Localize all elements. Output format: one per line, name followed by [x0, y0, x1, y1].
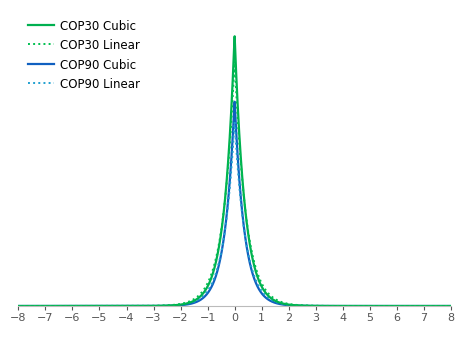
COP90 Linear [447, 304, 453, 308]
COP90 Linear [221, 236, 226, 240]
COP30 Linear [197, 292, 202, 296]
COP90 Cubic [329, 304, 335, 308]
COP90 Linear [413, 304, 418, 308]
COP30 Cubic [197, 294, 202, 299]
COP30 Linear [447, 304, 453, 308]
COP30 Cubic [413, 304, 418, 308]
Line: COP30 Cubic: COP30 Cubic [18, 36, 450, 306]
Line: COP30 Linear: COP30 Linear [18, 61, 450, 306]
COP90 Cubic [447, 304, 453, 308]
COP90 Linear [197, 296, 202, 301]
COP30 Cubic [200, 291, 206, 295]
COP30 Linear [221, 208, 226, 212]
COP90 Linear [200, 293, 206, 298]
COP90 Cubic [231, 100, 237, 104]
COP30 Linear [200, 288, 206, 292]
COP30 Linear [329, 304, 335, 308]
COP30 Linear [413, 304, 418, 308]
Legend: COP30 Cubic, COP30 Linear, COP90 Cubic, COP90 Linear: COP30 Cubic, COP30 Linear, COP90 Cubic, … [24, 16, 143, 95]
COP90 Linear [329, 304, 335, 308]
COP90 Cubic [16, 304, 21, 308]
COP30 Linear [231, 58, 237, 63]
COP30 Cubic [16, 304, 21, 308]
COP30 Cubic [434, 304, 439, 308]
COP90 Cubic [197, 298, 202, 302]
COP30 Linear [434, 304, 439, 308]
COP30 Linear [16, 304, 21, 308]
Line: COP90 Linear: COP90 Linear [18, 122, 450, 306]
COP90 Linear [434, 304, 439, 308]
COP90 Linear [16, 304, 21, 308]
COP90 Cubic [413, 304, 418, 308]
COP90 Cubic [221, 236, 226, 240]
COP90 Linear [231, 120, 237, 124]
Line: COP90 Cubic: COP90 Cubic [18, 102, 450, 306]
COP90 Cubic [200, 295, 206, 300]
COP30 Cubic [447, 304, 453, 308]
COP30 Cubic [231, 34, 237, 38]
COP30 Cubic [329, 304, 335, 308]
COP30 Cubic [221, 209, 226, 213]
COP90 Cubic [434, 304, 439, 308]
